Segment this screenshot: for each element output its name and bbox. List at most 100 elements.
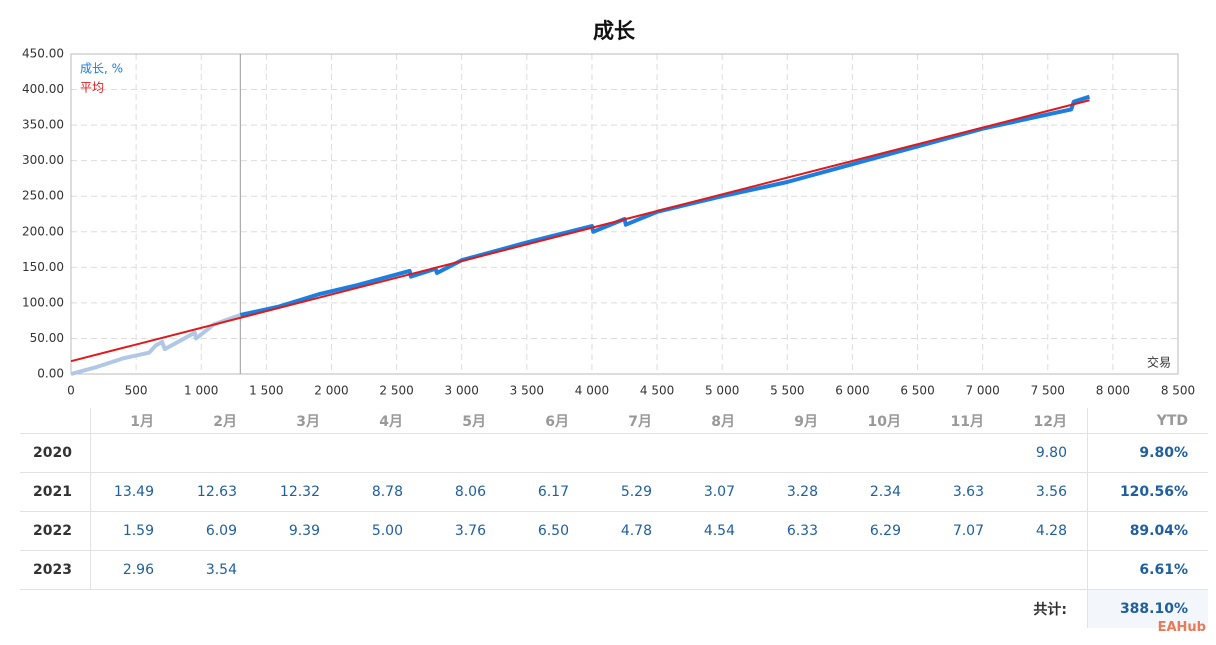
cell (423, 433, 506, 473)
cell: 6.09 (174, 511, 257, 551)
x-tick-label: 1 000 (184, 384, 218, 398)
cell: 10月 (838, 408, 921, 434)
cell: 2.96 (90, 550, 174, 590)
cell (90, 433, 174, 473)
legend-entry: 平均 (80, 81, 104, 95)
cell: 2022 (20, 511, 91, 551)
cell: 4.28 (1004, 511, 1088, 551)
table-row: 共计: 388.10% (20, 589, 1208, 628)
cell (672, 550, 755, 590)
y-tick-label: 150.00 (22, 260, 64, 274)
cell: 9.39 (257, 511, 340, 551)
cell: 120.56% (1087, 472, 1208, 512)
x-tick-label: 4 500 (640, 384, 674, 398)
x-tick-label: 6 000 (835, 384, 869, 398)
cell: 5.29 (589, 472, 672, 512)
cell (20, 408, 91, 434)
cell: 3.56 (1004, 472, 1088, 512)
table-row: 2022 1.59 6.09 9.39 5.00 3.76 6.50 4.78 4.54 6.33… (20, 511, 1208, 551)
cell: 8.78 (340, 472, 423, 512)
table-row: 2020 9.80 9.80% (20, 433, 1208, 473)
cell: 3.07 (672, 472, 755, 512)
series-line (239, 94, 1091, 317)
x-tick-label: 5 000 (705, 384, 739, 398)
cell: 9月 (755, 408, 838, 434)
cell (174, 433, 257, 473)
x-tick-label: 2 500 (379, 384, 413, 398)
cell: 4.54 (672, 511, 755, 551)
cell: 3.28 (755, 472, 838, 512)
cell: 12.63 (174, 472, 257, 512)
cell: 2021 (20, 472, 91, 512)
plot-frame (70, 53, 1179, 375)
chart-title: 成长 (593, 19, 636, 43)
cell: 2月 (174, 408, 257, 434)
x-tick-label: 5 500 (770, 384, 804, 398)
cell: 6.50 (506, 511, 589, 551)
y-tick-label: 200.00 (22, 224, 64, 238)
cell (340, 550, 423, 590)
x-tick-label: 8 500 (1161, 384, 1195, 398)
cell: 6月 (506, 408, 589, 434)
cell (921, 550, 1004, 590)
y-tick-label: 450.00 (22, 47, 64, 61)
table-row: 2023 2.96 3.54 6.61% (20, 550, 1208, 590)
y-tick-label: 0.00 (37, 367, 64, 381)
cell: 6.17 (506, 472, 589, 512)
cell: 8.06 (423, 472, 506, 512)
cell: 3.54 (174, 550, 257, 590)
cell: 388.10% (1087, 589, 1208, 628)
cell: 2020 (20, 433, 91, 473)
monthly-table: 1月 2月 3月 4月 5月 6月 7月 8月 9月 10月 11月 12月 YTD 2020 9.80 9.… (20, 408, 1208, 628)
x-tick-label: 500 (125, 384, 148, 398)
cell: 5月 (423, 408, 506, 434)
y-tick-label: 400.00 (22, 82, 64, 96)
cell: 7月 (589, 408, 672, 434)
cell (589, 550, 672, 590)
cell: 6.61% (1087, 550, 1208, 590)
cell: 13.49 (90, 472, 174, 512)
cell: 共计: (1033, 602, 1067, 618)
series-line (70, 99, 1090, 363)
cell (506, 550, 589, 590)
cell: 8月 (672, 408, 755, 434)
cell: YTD (1087, 408, 1208, 434)
x-tick-label: 6 500 (900, 384, 934, 398)
cell (1004, 550, 1088, 590)
cell: 3.76 (423, 511, 506, 551)
cell: 7.07 (921, 511, 1004, 551)
cell: 89.04% (1087, 511, 1208, 551)
cell (755, 433, 838, 473)
cell: 12月 (1004, 408, 1088, 434)
cell: 1.59 (90, 511, 174, 551)
watermark: EAHub (1157, 620, 1206, 635)
cell (506, 433, 589, 473)
y-tick-label: 300.00 (22, 153, 64, 167)
y-tick-label: 350.00 (22, 118, 64, 132)
cell: 2023 (20, 550, 91, 590)
x-tick-label: 3 000 (445, 384, 479, 398)
cell: 11月 (921, 408, 1004, 434)
x-tick-label: 4 000 (575, 384, 609, 398)
cell (257, 433, 340, 473)
cell (589, 433, 672, 473)
legend-entry: 成长, % (80, 62, 123, 76)
cell (672, 433, 755, 473)
x-tick-label: 0 (67, 384, 75, 398)
x-tick-label: 7 000 (965, 384, 999, 398)
y-tick-label: 100.00 (22, 295, 64, 309)
cell (921, 433, 1004, 473)
x-tick-label: 7 500 (1031, 384, 1065, 398)
x-tick-label: 2 000 (314, 384, 348, 398)
chart: 成长 交易 0.00 50.00 100.00 150.00 200.00 250.00 3… (22, 19, 1195, 398)
x-tick-label: 1 500 (249, 384, 283, 398)
cell: 3.63 (921, 472, 1004, 512)
cell: 4月 (340, 408, 423, 434)
cell: 9.80% (1087, 433, 1208, 473)
cell: 4.78 (589, 511, 672, 551)
cell (838, 550, 921, 590)
cell (423, 550, 506, 590)
x-tick-label: 8 000 (1096, 384, 1130, 398)
cell: 6.29 (838, 511, 921, 551)
